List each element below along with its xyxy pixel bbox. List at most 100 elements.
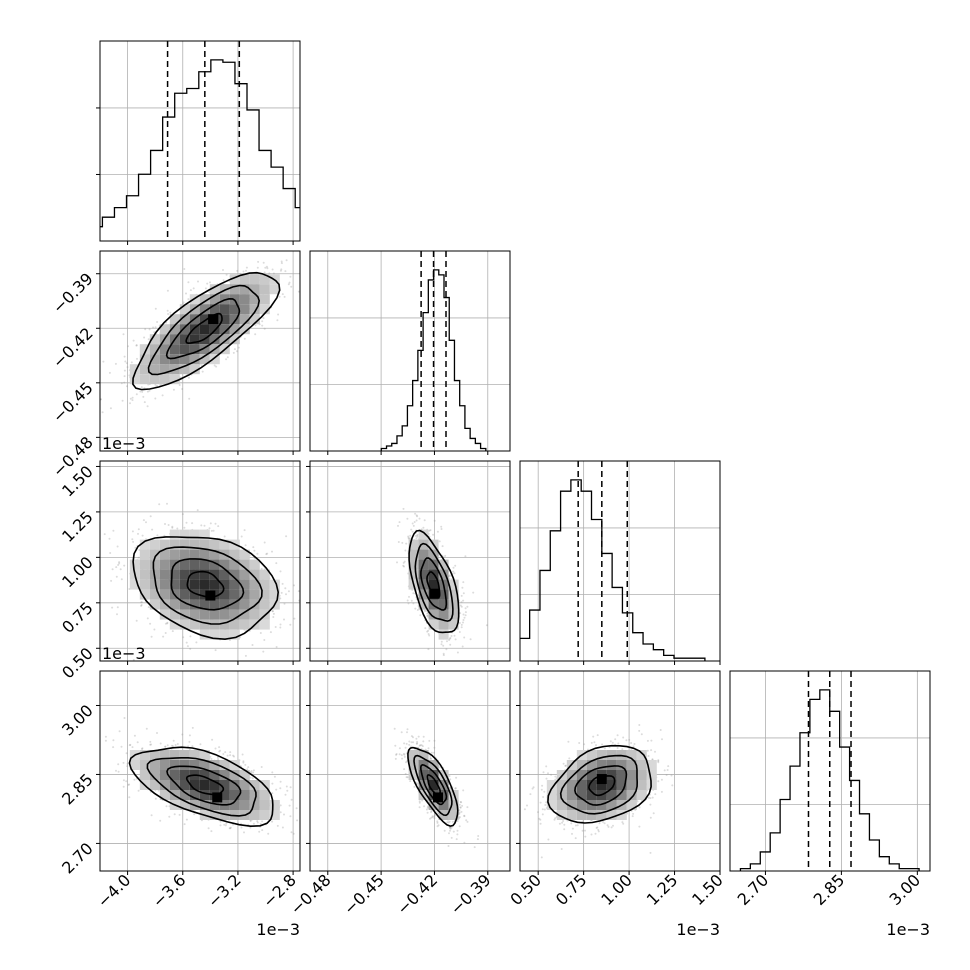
scatter-point (156, 534, 159, 537)
scatter-point (229, 751, 232, 754)
scatter-point (152, 326, 155, 329)
density-cell (259, 569, 270, 580)
scatter-point (214, 522, 217, 525)
scatter-point (408, 595, 410, 598)
density-cell (179, 770, 190, 780)
density-cell (448, 579, 459, 590)
density-cell (169, 579, 180, 590)
density-cell (219, 314, 230, 325)
density-cell (229, 599, 240, 610)
density-cell (169, 750, 180, 760)
density-cell (139, 344, 150, 355)
scatter-point (110, 579, 113, 582)
scatter-point (462, 599, 465, 602)
scatter-point (284, 793, 287, 796)
density-cell (189, 750, 200, 760)
density-cell (139, 549, 150, 560)
scatter-point (452, 570, 455, 573)
scatter-point (440, 643, 443, 646)
scatter-point (171, 630, 174, 633)
scatter-point (263, 271, 266, 274)
scatter-point (199, 743, 202, 746)
scatter-point (469, 638, 472, 641)
density-cell (259, 800, 270, 810)
density-cell (159, 559, 170, 570)
density-cell (179, 589, 190, 600)
density-cell (438, 609, 449, 620)
density-cell (249, 609, 260, 620)
scatter-point (128, 796, 131, 799)
scatter-point (462, 619, 465, 621)
density-cell (229, 314, 240, 325)
scatter-point (119, 568, 122, 571)
scatter-point (289, 815, 292, 818)
scatter-point (296, 819, 299, 822)
scatter-point (449, 636, 452, 639)
scatter-point (204, 287, 207, 290)
scatter-point (262, 261, 265, 264)
density-cell (199, 780, 210, 790)
density-cell (249, 800, 260, 810)
density-cell (179, 529, 190, 540)
scatter-point (271, 820, 274, 823)
density-cell (149, 559, 160, 570)
density-cell (428, 559, 439, 570)
scatter-point (178, 813, 181, 816)
scatter-point (131, 530, 134, 533)
scatter-point (410, 599, 413, 602)
density-cell (229, 790, 240, 800)
density-content (100, 671, 300, 871)
density-cell (179, 599, 190, 610)
scatter-point (428, 529, 431, 532)
scatter-point (117, 564, 120, 566)
density-cell (149, 780, 160, 790)
scatter-point (428, 634, 431, 637)
scatter-point (191, 745, 194, 748)
scatter-point (229, 827, 232, 830)
density-cell (438, 599, 449, 610)
scatter-point (269, 631, 272, 634)
density-cell (209, 284, 220, 295)
density-cell (438, 559, 449, 570)
scatter-point (464, 607, 467, 610)
scatter-point (462, 613, 465, 616)
scatter-point (131, 538, 134, 541)
scatter-point (189, 635, 192, 638)
density-cell (209, 800, 220, 810)
scatter-point (166, 744, 169, 747)
scatter-point (243, 337, 246, 340)
density-cell (438, 569, 449, 580)
density-cell (199, 629, 210, 640)
scatter-point (102, 360, 105, 363)
density-cell (169, 569, 180, 580)
scatter-point (185, 521, 188, 524)
density-cell (169, 529, 180, 540)
scatter-point (166, 621, 169, 624)
density-content (100, 461, 300, 661)
scatter-point (288, 804, 291, 807)
scatter-point (79, 428, 81, 430)
density-cell (159, 579, 170, 590)
scatter-point (279, 787, 282, 790)
axes-frame (99, 670, 301, 872)
scatter-point (403, 565, 405, 568)
scatter-point (153, 331, 156, 334)
density-cell (249, 780, 260, 790)
scatter-point (302, 230, 304, 232)
scatter-point (406, 776, 409, 779)
scatter-point (463, 636, 466, 639)
scatter-point (123, 355, 126, 358)
scatter-point (454, 638, 457, 641)
scatter-point (171, 525, 174, 528)
scatter-point (453, 634, 456, 637)
density-cell (199, 549, 210, 560)
density-cell (149, 579, 160, 590)
density-cell (209, 294, 220, 305)
density-cell (219, 619, 230, 630)
scatter-point (212, 529, 215, 532)
contour-level-3 (132, 536, 280, 641)
scatter-point (257, 260, 260, 263)
scatter-point (140, 386, 143, 389)
scatter-point (462, 592, 465, 595)
scatter-point (279, 626, 282, 629)
